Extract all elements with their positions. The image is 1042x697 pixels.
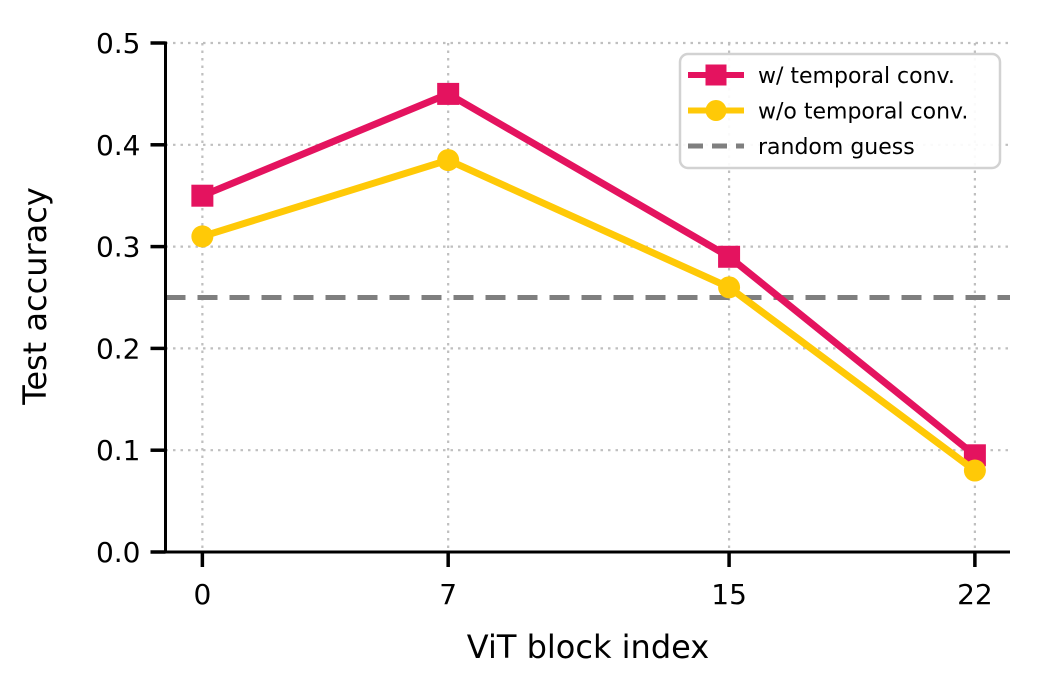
marker-circle-w-o-temporal-conv	[963, 459, 986, 482]
legend-item-label-random-guess: random guess	[758, 135, 915, 160]
marker-circle-w-o-temporal-conv	[191, 225, 214, 248]
y-tick-label: 0.5	[96, 27, 141, 60]
marker-square-w-temporal-conv	[437, 82, 460, 105]
legend-item-label-w-temporal-conv: w/ temporal conv.	[758, 64, 955, 89]
y-tick-label: 0.4	[96, 129, 141, 162]
legend-sample-marker-w-temporal-conv	[705, 64, 727, 86]
series-line-w-temporal-conv	[201, 90, 978, 459]
marker-square-w-temporal-conv	[718, 245, 741, 268]
x-tick-label: 22	[957, 578, 993, 611]
y-axis-label: Test accuracy	[16, 187, 54, 406]
legend-box	[678, 52, 1002, 170]
y-tick-label: 0.3	[96, 231, 141, 264]
x-tick-label: 15	[711, 578, 747, 611]
marker-square-w-temporal-conv	[191, 184, 214, 207]
x-tick-label: 7	[439, 578, 457, 611]
x-axis-label: ViT block index	[467, 628, 709, 666]
series-line-w-o-temporal-conv	[201, 156, 977, 474]
marker-square-w-temporal-conv	[963, 444, 986, 467]
x-tick-label: 0	[193, 578, 211, 611]
legend-item-label-w-o-temporal-conv: w/o temporal conv.	[758, 100, 968, 125]
marker-circle-w-o-temporal-conv	[437, 149, 460, 172]
legend-sample-marker-w-o-temporal-conv	[705, 100, 727, 121]
y-tick-label: 0.2	[96, 332, 141, 365]
y-tick-label: 0.0	[96, 536, 141, 569]
marker-circle-w-o-temporal-conv	[718, 276, 741, 299]
y-tick-label: 0.1	[96, 434, 141, 467]
